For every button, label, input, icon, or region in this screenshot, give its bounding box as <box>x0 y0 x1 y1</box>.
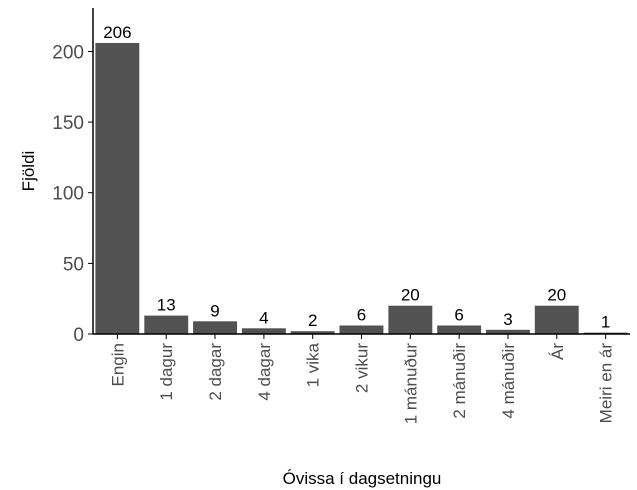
data-label: 1 <box>601 313 610 332</box>
x-tick-label: 2 vikur <box>353 343 372 393</box>
bar <box>388 305 433 334</box>
data-label: 6 <box>454 306 463 325</box>
data-label: 6 <box>357 306 366 325</box>
x-axis-title: Óvissa í dagsetningu <box>283 469 442 488</box>
bar <box>534 305 579 334</box>
x-tick-label: 4 dagar <box>255 343 274 401</box>
x-tick-label: Ár <box>548 343 567 360</box>
bar <box>193 321 237 334</box>
y-axis-title: Fjöldi <box>19 151 38 192</box>
bar <box>437 325 482 334</box>
bar <box>339 325 384 334</box>
y-tick-label: 200 <box>52 43 84 64</box>
bars-group <box>95 43 628 334</box>
y-ticks-group: 0 50 100 150 200 <box>52 43 93 346</box>
data-label: 2 <box>308 311 317 330</box>
y-tick-label: 100 <box>52 184 84 205</box>
y-tick-label: 150 <box>52 113 84 134</box>
data-label: 3 <box>503 310 512 329</box>
bar <box>290 331 335 334</box>
data-label: 20 <box>401 286 420 305</box>
x-tick-label: 2 dagar <box>206 343 225 401</box>
data-label: 9 <box>210 301 219 320</box>
data-label: 4 <box>259 308 268 327</box>
x-tick-label: 2 mánuðir <box>450 343 469 419</box>
x-tick-label: 4 mánuðir <box>499 343 518 419</box>
y-tick-label: 0 <box>73 325 84 346</box>
x-tick-label: 1 dagur <box>157 343 176 401</box>
x-tick-label: 1 mánuður <box>401 343 420 425</box>
bar <box>241 328 286 334</box>
bar <box>144 315 189 334</box>
data-label: 206 <box>103 23 131 42</box>
y-tick-label: 50 <box>63 254 84 275</box>
x-tick-label: 1 vika <box>304 342 323 387</box>
x-ticks-group: Engin 1 dagur 2 dagar 4 dagar 1 vika 2 vikur 1… <box>108 334 616 425</box>
bar <box>95 43 140 334</box>
x-tick-label: Engin <box>108 343 127 386</box>
x-tick-label: Meiri en ár <box>597 343 616 424</box>
data-label: 20 <box>547 286 566 305</box>
data-label: 13 <box>157 296 176 315</box>
bar <box>486 329 530 334</box>
